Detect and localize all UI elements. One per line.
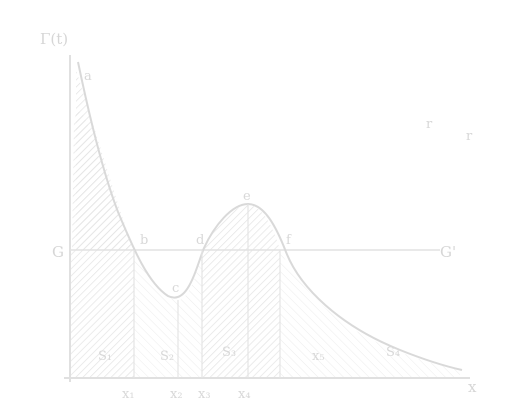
point-label-f: f (286, 233, 292, 248)
point-label-b: b (140, 233, 148, 248)
region-label-4: S₄ (386, 345, 400, 360)
x-tick-label-5: x₅ (312, 349, 325, 364)
baseline-left-label: G (52, 243, 64, 261)
region-label-3: S₃ (222, 345, 236, 360)
point-label-a: a (84, 69, 92, 84)
x-tick-label-2: x₂ (170, 387, 183, 402)
point-label-d: d (196, 233, 204, 248)
stray-mark-1: r (426, 117, 433, 132)
shaded-region-4 (134, 250, 202, 378)
x-tick-label-4: x₄ (238, 387, 251, 402)
x-tick-label-3: x₃ (198, 387, 211, 402)
shaded-region-3 (202, 205, 280, 378)
x-tick-label-1: x₁ (122, 387, 135, 402)
stray-mark-2: r (466, 129, 473, 144)
main-curve (77, 61, 463, 371)
region-label-2: S₂ (160, 349, 174, 364)
shaded-region-2 (76, 70, 134, 250)
shaded-region-5 (280, 250, 460, 378)
point-label-e: e (243, 189, 251, 204)
point-label-c: c (172, 281, 179, 296)
y-axis-label: Γ(t) (40, 30, 68, 48)
x-axis-label: x (468, 378, 477, 396)
baseline-right-label: G' (440, 243, 456, 261)
region-label-1: S₁ (98, 349, 112, 364)
